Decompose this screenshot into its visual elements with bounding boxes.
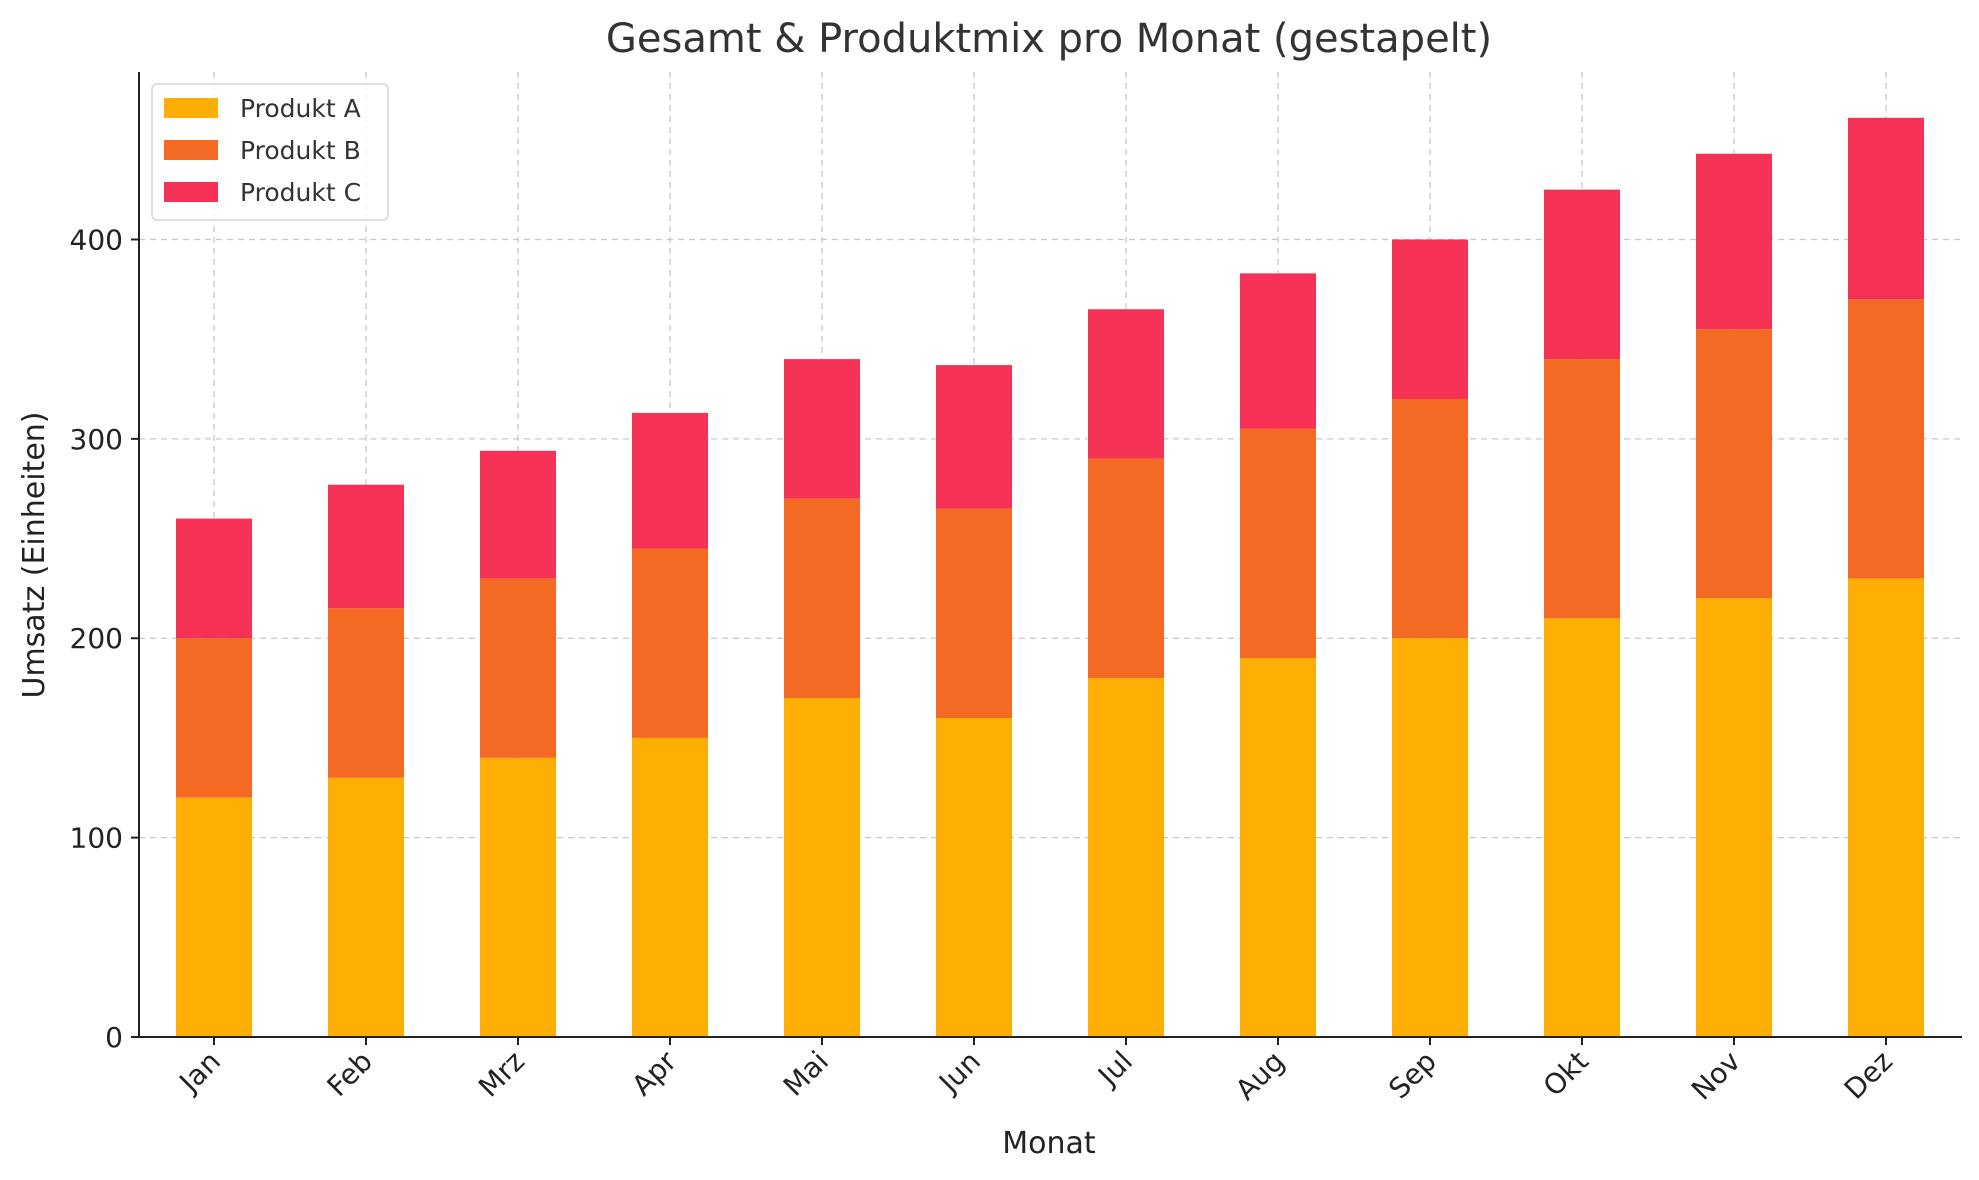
y-tick-label: 400 xyxy=(70,223,123,256)
legend-label: Produkt A xyxy=(240,94,361,123)
bar-produkt-b-mai xyxy=(784,498,860,699)
x-tick-label: Jan xyxy=(172,1045,227,1100)
x-tick-label: Aug xyxy=(1229,1045,1291,1107)
x-tick-label: Dez xyxy=(1838,1045,1899,1106)
grid-layer xyxy=(139,72,1962,1037)
legend-label: Produkt B xyxy=(240,136,361,165)
y-tick-label: 300 xyxy=(70,423,123,456)
bar-produkt-c-dez xyxy=(1848,117,1924,300)
x-tick-label: Mai xyxy=(777,1045,835,1103)
x-tick-label: Jul xyxy=(1090,1045,1139,1094)
bar-produkt-c-mrz xyxy=(480,450,556,579)
legend-swatch xyxy=(164,182,218,202)
bar-produkt-c-mai xyxy=(784,359,860,499)
bar-produkt-b-jun xyxy=(936,508,1012,718)
bar-produkt-a-sep xyxy=(1392,638,1468,1037)
y-tick-label: 100 xyxy=(70,822,123,855)
bar-produkt-a-aug xyxy=(1240,658,1316,1037)
bar-produkt-b-apr xyxy=(632,548,708,738)
x-tick-label: Sep xyxy=(1382,1045,1443,1106)
y-tick-label: 200 xyxy=(70,622,123,655)
legend-swatch xyxy=(164,140,218,160)
bar-produkt-a-jun xyxy=(936,717,1012,1037)
bar-produkt-a-mrz xyxy=(480,757,556,1037)
bar-produkt-a-jan xyxy=(176,797,252,1037)
bar-produkt-c-jul xyxy=(1088,309,1164,459)
bar-produkt-a-dez xyxy=(1848,578,1924,1037)
bar-produkt-c-aug xyxy=(1240,273,1316,429)
bar-produkt-c-feb xyxy=(328,484,404,609)
bar-produkt-c-jan xyxy=(176,518,252,639)
x-tick-label: Apr xyxy=(625,1044,683,1102)
bar-produkt-b-jan xyxy=(176,638,252,798)
bar-produkt-a-apr xyxy=(632,737,708,1037)
bar-produkt-a-jul xyxy=(1088,678,1164,1037)
chart-title: Gesamt & Produktmix pro Monat (gestapelt… xyxy=(606,16,1492,62)
bar-produkt-b-jul xyxy=(1088,458,1164,679)
x-tick-label: Okt xyxy=(1537,1045,1595,1103)
bar-produkt-c-apr xyxy=(632,412,708,549)
bar-produkt-b-nov xyxy=(1696,329,1772,599)
bar-produkt-a-okt xyxy=(1544,618,1620,1037)
x-axis-label: Monat xyxy=(1002,1126,1096,1161)
legend: Produkt A Produkt B Produkt C xyxy=(151,83,389,221)
x-tick-label: Feb xyxy=(321,1045,379,1103)
bar-produkt-c-nov xyxy=(1696,153,1772,330)
bar-produkt-b-sep xyxy=(1392,398,1468,639)
bar-produkt-b-dez xyxy=(1848,299,1924,579)
bar-produkt-b-aug xyxy=(1240,428,1316,659)
x-tick-label: Jun xyxy=(931,1045,987,1101)
bar-produkt-a-mai xyxy=(784,698,860,1037)
bar-produkt-c-sep xyxy=(1392,239,1468,399)
legend-swatch xyxy=(164,98,218,118)
legend-label: Produkt C xyxy=(240,178,361,207)
x-tick-label: Mrz xyxy=(472,1045,531,1104)
bar-produkt-c-okt xyxy=(1544,189,1620,360)
axes-layer xyxy=(138,72,1962,1038)
y-tick-label: 0 xyxy=(105,1021,123,1054)
bar-produkt-a-feb xyxy=(328,777,404,1037)
bar-produkt-a-nov xyxy=(1696,598,1772,1037)
x-tick-label: Nov xyxy=(1685,1045,1747,1107)
bar-produkt-b-feb xyxy=(328,608,404,778)
y-axis-label: Umsatz (Einheiten) xyxy=(17,412,52,699)
bar-produkt-b-mrz xyxy=(480,578,556,758)
bars-layer xyxy=(176,117,1924,1037)
bar-produkt-b-okt xyxy=(1544,359,1620,619)
bar-produkt-c-jun xyxy=(936,365,1012,509)
